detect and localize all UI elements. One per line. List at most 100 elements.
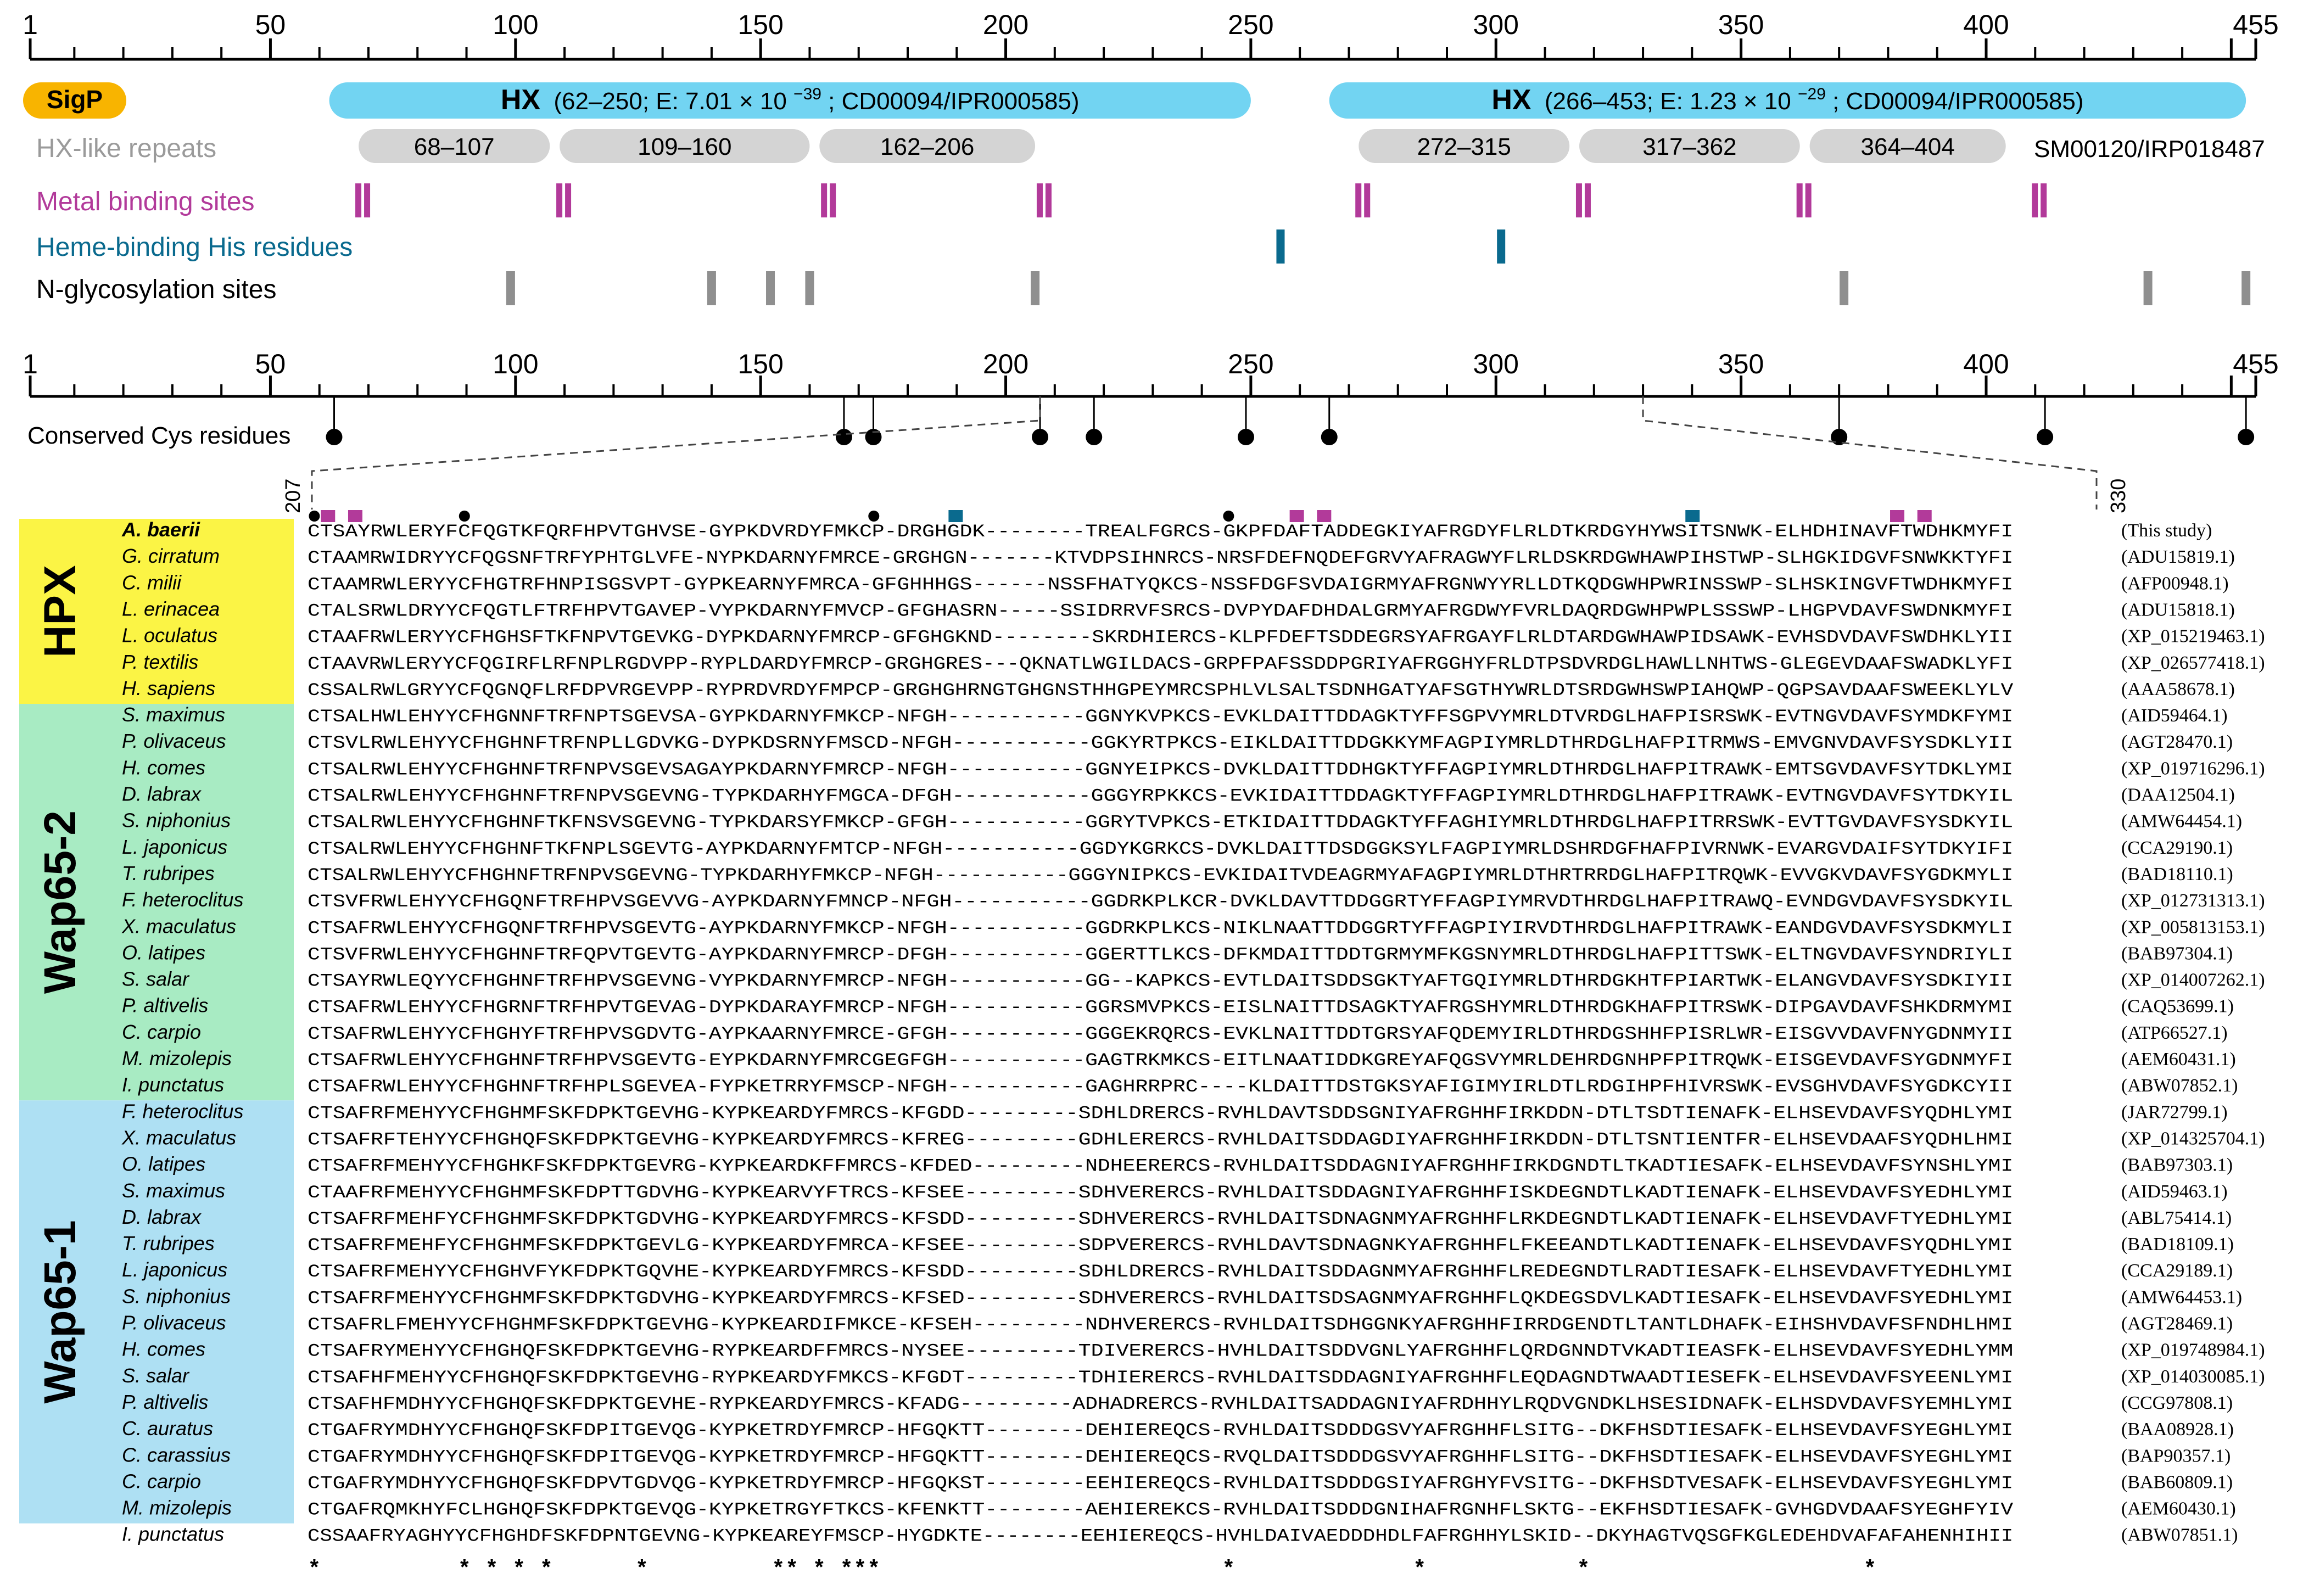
accession-id: (AGT28469.1) (2121, 1314, 2233, 1334)
repeat-bar (1579, 129, 1800, 163)
hx1-tail: ; CD00094/IPR000585) (828, 88, 1079, 115)
align-cys-dot (309, 511, 320, 522)
align-metal-mark (321, 510, 336, 522)
species-name: S. maximus (122, 703, 225, 726)
metal-binding-marks (355, 183, 2047, 217)
accession-id: (CCA29189.1) (2121, 1261, 2233, 1281)
hx1-detail: (62–250; E: 7.01 × 10 (554, 88, 786, 115)
conservation-star: * (840, 1558, 853, 1582)
glycosylation-marks (506, 271, 2251, 305)
hx-domain-1-bar (329, 82, 1251, 119)
glyco-site-mark (1840, 271, 1849, 305)
species-name: S. salar (122, 1364, 190, 1387)
hx-domain-2-label: HX (266–453; E: 1.23 × 10 −29 ; CD00094/… (1491, 78, 2083, 116)
accession-id: (ADU15818.1) (2121, 600, 2235, 620)
repeat-label: 317–362 (1642, 133, 1736, 160)
group-label: Wap65-2 (35, 810, 85, 994)
species-name: H. comes (122, 1338, 205, 1360)
species-name: D. labrax (122, 1206, 202, 1228)
repeat-bar (560, 129, 810, 163)
accession-id: (AFP00948.1) (2121, 573, 2229, 593)
accession-id: (AGT28470.1) (2121, 732, 2233, 752)
ruler2-tick-label: 100 (493, 349, 538, 379)
repeat-label: 364–404 (1861, 133, 1955, 160)
cys-dot (2037, 429, 2054, 445)
ruler2-tick-label: 50 (255, 349, 286, 379)
alignment-rows: A. baerii CTSAYRWLERYFCFQGTKFQRFHPVTGHVSE… (121, 518, 2265, 1547)
species-name: H. comes (122, 756, 205, 779)
accession-id: (AAA58678.1) (2121, 679, 2235, 699)
species-name: C. auratus (122, 1417, 213, 1440)
conservation-star: * (772, 1558, 785, 1582)
align-metal-mark (348, 510, 362, 522)
sequence-row: CTSAFRWLEHYYCFHGHNFTRFHPVSGEVTG-EYPKDARN… (308, 1050, 2013, 1071)
accession-id: (CAQ53699.1) (2121, 996, 2234, 1017)
repeat-label: 272–315 (1417, 133, 1511, 160)
zoom-right-line (1642, 396, 2098, 509)
group-blocks: HPX Wap65-2 Wap65-1 (19, 519, 294, 1524)
accession-id: (XP_014007262.1) (2121, 970, 2265, 990)
align-cys-dot (459, 511, 470, 522)
species-name: T. rubripes (122, 1232, 215, 1255)
ruler1-tick-label: 200 (983, 9, 1028, 40)
accession-id: (AMW64453.1) (2121, 1287, 2242, 1307)
sequence-row: CTSAFRWLEHYYCFHGHYFTRFHPVSGDVTG-AYPKAARN… (308, 1024, 2013, 1044)
ruler2-tick-label: 455 (2233, 349, 2278, 379)
accession-id: (ATP66527.1) (2121, 1023, 2228, 1043)
glyco-site-mark (766, 271, 775, 305)
species-name: O. latipes (122, 1153, 205, 1175)
group-block (19, 704, 294, 1101)
sequence-row: CTSAFRWLEHYYCFHGHNFTRFHPLSGEVEA-FYPKETRR… (308, 1077, 2013, 1097)
accession-id: (BAB97304.1) (2121, 943, 2233, 964)
heme-binding-marks (1276, 229, 1506, 264)
metal-site-mark (1045, 183, 1052, 217)
ruler2-tick-label: 400 (1963, 349, 2009, 379)
zoom-left-line (311, 396, 1041, 509)
sequence-row: CTSAFRFTEHYYCFHGHQFSKFDPKTGEVHG-KYPKEARD… (308, 1129, 2013, 1150)
species-name: P. altivelis (122, 1391, 208, 1413)
hx-domain-2-bar (1329, 82, 2246, 119)
accession-id: (XP_019748984.1) (2121, 1340, 2265, 1360)
sequence-row: CTSAFHFMEHYYCFHGHQFSKFDPKTGEVHG-RYPKEARD… (308, 1368, 2013, 1388)
accession-id: (AMW64454.1) (2121, 811, 2242, 832)
cys-dot (1321, 429, 1338, 445)
species-name: M. mizolepis (122, 1047, 232, 1069)
accession-id: (BAD18109.1) (2121, 1234, 2234, 1255)
repeat-bar (359, 129, 550, 163)
hx2-tail: ; CD00094/IPR000585) (1832, 88, 2083, 115)
cys-dot (326, 429, 343, 445)
glyco-site-mark (805, 271, 814, 305)
sequence-row: CTGAFRYMDHYYCFHGHQFSKFDPITGEVQG-KYPKETRD… (308, 1420, 2013, 1441)
cys-dot (1237, 429, 1254, 445)
sequence-row: CTSALRWLEHYYCFHGHNFTKFNSVSGEVNG-TYPKDARS… (308, 813, 2013, 833)
accession-id: (This study) (2121, 520, 2212, 541)
accession-id: (AID59463.1) (2121, 1181, 2228, 1202)
accession-id: (ABL75414.1) (2121, 1208, 2232, 1228)
conservation-star: * (308, 1558, 321, 1582)
accession-id: (AEM60430.1) (2121, 1499, 2236, 1519)
group-label: Wap65-1 (35, 1220, 85, 1403)
accession-id: (XP_014325704.1) (2121, 1128, 2265, 1149)
align-cys-dot (1223, 511, 1234, 522)
align-cys-dot (868, 511, 880, 522)
metal-site-mark (1355, 183, 1362, 217)
ruler1-tick-label: 250 (1228, 9, 1273, 40)
repeat-label: 162–206 (880, 133, 974, 160)
sequence-row: CTSAYRWLEQYYCFHGHNFTRFHPVSGEVNG-VYPKDARN… (308, 971, 2013, 992)
sequence-row: CTSALRWLEHYYCFHGHNFTRFNPVSGEVNG-TYPKDARH… (308, 865, 2013, 886)
accession-id: (XP_015219463.1) (2121, 626, 2265, 647)
zoom-guide-lines (311, 396, 2098, 509)
accession-id: (AEM60431.1) (2121, 1049, 2236, 1069)
metal-site-mark (2032, 183, 2038, 217)
repeat-label: 109–160 (638, 133, 731, 160)
species-name: C. milii (122, 571, 182, 593)
sequence-row: CTSAYRWLERYFCFQGTKFQRFHPVTGHVSE-GYPKDVRD… (308, 522, 2013, 542)
species-name: H. sapiens (122, 677, 215, 699)
sequence-row: CTSVFRWLEHYYCFHGHNFTRFQPVTGEVTG-AYPKDARN… (308, 944, 2013, 965)
accession-id: (ADU15819.1) (2121, 547, 2235, 567)
sequence-row: CTGAFRYMDHYYCFHGHQFSKFDPVTGDVQG-KYPKETRD… (308, 1473, 2013, 1493)
accession-id: (CCG97808.1) (2121, 1393, 2233, 1413)
accession-id: (ABW07852.1) (2121, 1076, 2238, 1096)
group-label: HPX (35, 565, 85, 658)
